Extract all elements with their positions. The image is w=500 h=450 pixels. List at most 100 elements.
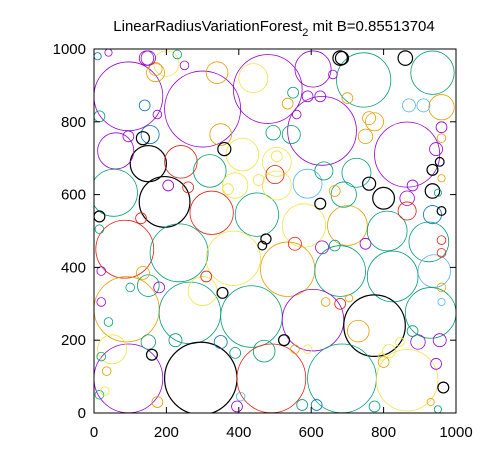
circle-76 — [434, 156, 445, 167]
circle-153 — [96, 266, 106, 276]
circle-59 — [332, 50, 349, 66]
circle-137 — [314, 90, 327, 103]
circle-10 — [164, 145, 198, 179]
circle-46 — [238, 63, 269, 94]
circle-161 — [437, 297, 446, 307]
circle-55 — [423, 205, 442, 225]
x-tick-label-4: 800 — [371, 424, 396, 441]
circle-72 — [426, 163, 439, 176]
circle-11 — [193, 154, 227, 188]
circle-71 — [429, 142, 444, 157]
circle-82 — [430, 358, 442, 370]
circle-117 — [96, 297, 106, 307]
circle-122 — [94, 52, 102, 61]
circle-111 — [310, 399, 323, 411]
circle-52 — [347, 319, 370, 343]
y-tick-label-0: 0 — [78, 405, 86, 422]
x-tick-label-3: 600 — [299, 424, 324, 441]
circle-88 — [334, 297, 346, 310]
circle-118 — [103, 317, 114, 327]
plot-frame — [93, 48, 457, 414]
y-axis: 0 200 400 600 800 1000 — [53, 41, 456, 422]
circle-62 — [135, 131, 150, 146]
circles-layer — [94, 49, 456, 413]
x-tick-label-1: 200 — [154, 424, 179, 441]
circle-39 — [261, 146, 292, 177]
circle-25 — [366, 250, 419, 303]
circle-21 — [149, 223, 209, 283]
circle-141 — [281, 125, 301, 144]
circle-136 — [301, 90, 314, 103]
circle-105 — [213, 335, 228, 349]
chart-title-suffix: mit B=0.85513704 — [308, 18, 434, 35]
circle-90 — [320, 297, 331, 307]
circle-150 — [122, 130, 135, 143]
chart-title-subscript: 2 — [302, 27, 308, 39]
circle-14 — [189, 190, 234, 235]
circle-85 — [406, 325, 419, 337]
x-tick-label-2: 400 — [226, 424, 251, 441]
circle-87 — [377, 356, 390, 368]
y-tick-label-1: 200 — [61, 332, 86, 349]
y-tick-label-3: 600 — [61, 187, 86, 204]
circle-41 — [292, 168, 323, 199]
circle-104 — [168, 333, 183, 348]
circle-147 — [252, 174, 265, 186]
circle-115 — [151, 396, 164, 408]
circle-68 — [399, 190, 415, 206]
circle-44 — [261, 170, 292, 201]
circle-57 — [365, 112, 385, 132]
circle-103 — [145, 348, 158, 361]
circle-58 — [140, 125, 160, 144]
circle-114 — [235, 391, 246, 402]
circle-135 — [291, 109, 302, 120]
y-tick-label-5: 1000 — [53, 41, 86, 58]
circle-152 — [125, 282, 135, 293]
circle-38 — [225, 137, 260, 172]
circle-145 — [314, 161, 334, 181]
circle-48 — [97, 334, 127, 365]
circle-74 — [435, 121, 448, 134]
circle-116 — [94, 390, 105, 400]
circle-60 — [397, 50, 414, 66]
circle-81 — [432, 333, 447, 348]
circle-3 — [287, 96, 357, 166]
circle-151 — [135, 212, 147, 225]
circle-110 — [296, 399, 308, 411]
circle-2 — [232, 54, 303, 124]
circle-120 — [94, 224, 105, 234]
circle-143 — [270, 150, 283, 163]
circle-69 — [424, 183, 441, 199]
circle-63 — [217, 141, 232, 157]
circle-99 — [216, 286, 229, 299]
circle-138 — [328, 69, 338, 80]
circle-64 — [402, 98, 416, 113]
circle-159 — [377, 352, 386, 361]
circle-133 — [287, 86, 299, 99]
circle-93 — [359, 237, 372, 250]
circle-125 — [152, 109, 163, 120]
circle-148 — [341, 92, 354, 104]
circle-19 — [408, 221, 450, 263]
circle-119 — [94, 210, 106, 223]
circle-12 — [94, 168, 138, 217]
circle-83 — [437, 381, 450, 394]
x-tick-label-5: 1000 — [439, 424, 472, 441]
circle-97 — [314, 197, 327, 210]
x-tick-label-0: 0 — [90, 424, 98, 441]
circle-124 — [138, 99, 151, 112]
circle-53 — [252, 339, 276, 363]
circle-129 — [179, 60, 190, 71]
circle-1 — [164, 70, 242, 148]
circle-142 — [265, 125, 281, 141]
circle-126 — [148, 62, 163, 76]
circle-95 — [257, 240, 268, 251]
circle-149 — [362, 111, 377, 126]
circle-22 — [205, 230, 261, 286]
circle-98 — [200, 270, 213, 283]
circle-108 — [290, 344, 300, 355]
circle-113 — [231, 400, 243, 413]
circle-66 — [362, 176, 377, 191]
circle-50 — [137, 274, 160, 297]
